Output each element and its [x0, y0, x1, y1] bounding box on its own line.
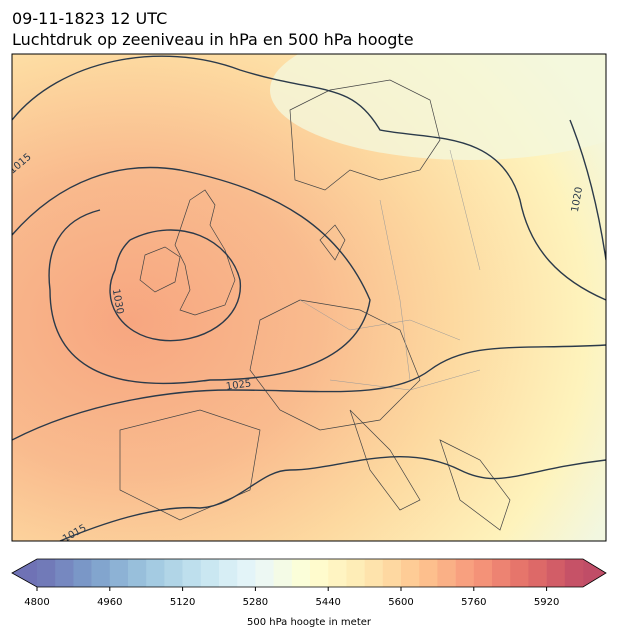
colorbar-segment — [109, 559, 129, 587]
colorbar-tick-label: 5120 — [170, 597, 195, 608]
coastline — [119, 79, 511, 531]
colorbar: 4800 4960 5120 5280 5440 5600 5760 5920 — [11, 558, 607, 608]
colorbar-extend-high — [583, 559, 606, 587]
colorbar-segment — [564, 559, 584, 587]
colorbar-segment — [219, 559, 238, 587]
colorbar-tick-label: 5600 — [388, 597, 413, 608]
colorbar-segment — [401, 559, 420, 587]
colorbar-segment — [346, 559, 365, 587]
colorbar-segment — [164, 559, 183, 587]
colorbar-extend-low — [12, 559, 37, 587]
colorbar-segment — [91, 559, 111, 587]
isobar — [12, 55, 606, 301]
colorbar-segment — [419, 559, 438, 587]
colorbar-segment — [128, 559, 147, 587]
colorbar-tick-label: 4960 — [97, 597, 122, 608]
colorbar-segment — [510, 559, 529, 587]
colorbar-tick-label: 5920 — [534, 597, 559, 608]
colorbar-tick-label: 4800 — [24, 597, 49, 608]
isobar — [59, 456, 606, 541]
map-shade — [270, 54, 606, 160]
colorbar-tick-label: 5280 — [243, 597, 268, 608]
colorbar-segment — [237, 559, 256, 587]
colorbar-segment — [182, 559, 202, 587]
colorbar-segment — [492, 559, 511, 587]
colorbar-segment — [382, 559, 402, 587]
colorbar-segment — [37, 559, 56, 587]
isobar — [12, 166, 371, 385]
colorbar-segment — [437, 559, 456, 587]
colorbar-segment — [546, 559, 566, 587]
subtitle: Luchtdruk op zeeniveau in hPa en 500 hPa… — [12, 30, 414, 49]
colorbar-segment — [146, 559, 165, 587]
colorbar-tick-label: 5760 — [461, 597, 486, 608]
colorbar-segment — [310, 559, 329, 587]
colorbar-segment — [473, 559, 493, 587]
colorbar-segment — [273, 559, 293, 587]
colorbar-segment — [364, 559, 384, 587]
map-frame — [11, 53, 607, 542]
colorbar-segment — [73, 559, 92, 587]
colorbar-segment — [528, 559, 547, 587]
colorbar-tick-label: 5440 — [315, 597, 340, 608]
isobar — [12, 344, 606, 441]
colorbar-segment — [255, 559, 274, 587]
isobar-label: 1020 — [570, 186, 585, 213]
border — [299, 149, 481, 391]
colorbar-segment — [200, 559, 220, 587]
isobar — [109, 229, 241, 342]
colorbar-label: 500 hPa hoogte in meter — [247, 617, 372, 628]
colorbar-segment — [328, 559, 347, 587]
isobar-label: 1025 — [225, 378, 252, 392]
map: 1015 1020 1030 1025 1015 — [12, 54, 606, 541]
colorbar-segment — [55, 559, 74, 587]
isobar — [569, 119, 606, 261]
isobar-label: 1030 — [110, 288, 125, 315]
title: 09-11-1823 12 UTC — [12, 9, 167, 28]
colorbar-segment — [455, 559, 475, 587]
colorbar-segment — [291, 559, 311, 587]
